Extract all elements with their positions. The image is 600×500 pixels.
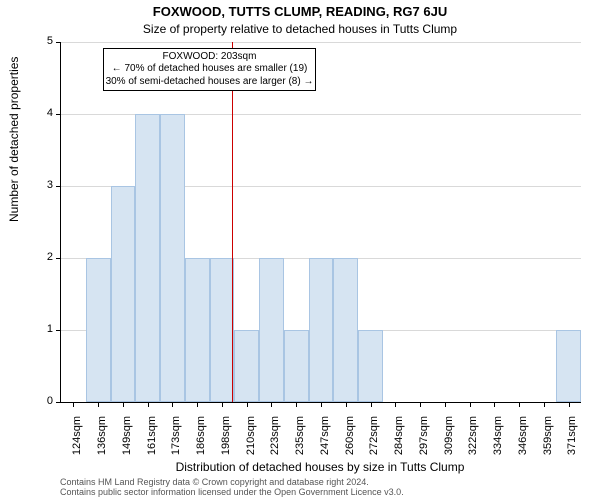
x-tick: [420, 402, 421, 407]
x-tick-label: 272sqm: [369, 416, 381, 455]
x-tick: [148, 402, 149, 407]
bar: [556, 330, 581, 402]
annot-line-1: FOXWOOD: 203sqm: [106, 51, 314, 64]
y-tick: [56, 42, 61, 43]
y-tick-label: 1: [47, 323, 53, 335]
x-tick: [98, 402, 99, 407]
y-tick-label: 4: [47, 107, 53, 119]
x-tick: [395, 402, 396, 407]
x-tick-label: 136sqm: [96, 416, 108, 455]
chart-title: FOXWOOD, TUTTS CLUMP, READING, RG7 6JU: [0, 4, 600, 19]
y-tick: [56, 258, 61, 259]
y-tick-label: 5: [47, 35, 53, 47]
bar: [210, 258, 235, 402]
y-tick: [56, 186, 61, 187]
annot-line-2: ← 70% of detached houses are smaller (19…: [106, 63, 314, 76]
x-tick-label: 173sqm: [170, 416, 182, 455]
x-tick: [519, 402, 520, 407]
footer-attribution: Contains HM Land Registry data © Crown c…: [60, 478, 404, 498]
x-tick: [346, 402, 347, 407]
bar: [234, 330, 259, 402]
plot-area: 012345124sqm136sqm149sqm161sqm173sqm186s…: [60, 42, 581, 403]
x-tick-label: 297sqm: [418, 416, 430, 455]
reference-line: [232, 42, 233, 402]
annot-line-3: 30% of semi-detached houses are larger (…: [106, 76, 314, 89]
x-tick: [494, 402, 495, 407]
x-tick-label: 161sqm: [146, 416, 158, 455]
x-tick: [73, 402, 74, 407]
y-tick: [56, 114, 61, 115]
x-tick-label: 186sqm: [195, 416, 207, 455]
y-tick-label: 2: [47, 251, 53, 263]
x-tick: [296, 402, 297, 407]
x-tick: [569, 402, 570, 407]
x-tick: [172, 402, 173, 407]
bar: [259, 258, 284, 402]
x-tick-label: 260sqm: [344, 416, 356, 455]
chart-container: FOXWOOD, TUTTS CLUMP, READING, RG7 6JU S…: [0, 0, 600, 500]
x-tick-label: 334sqm: [492, 416, 504, 455]
footer-line-2: Contains public sector information licen…: [60, 488, 404, 498]
x-tick-label: 223sqm: [269, 416, 281, 455]
x-axis-label: Distribution of detached houses by size …: [60, 460, 580, 474]
bar: [284, 330, 309, 402]
x-tick: [222, 402, 223, 407]
y-tick: [56, 330, 61, 331]
x-tick: [321, 402, 322, 407]
x-tick-label: 247sqm: [319, 416, 331, 455]
bar: [309, 258, 334, 402]
x-tick-label: 235sqm: [294, 416, 306, 455]
bar: [86, 258, 111, 402]
x-tick: [470, 402, 471, 407]
x-tick-label: 149sqm: [121, 416, 133, 455]
bar: [185, 258, 210, 402]
chart-subtitle: Size of property relative to detached ho…: [0, 22, 600, 36]
x-tick: [247, 402, 248, 407]
x-tick-label: 346sqm: [517, 416, 529, 455]
y-tick-label: 0: [47, 395, 53, 407]
bar: [160, 114, 185, 402]
x-tick: [445, 402, 446, 407]
bar: [135, 114, 160, 402]
y-axis-label: Number of detached properties: [7, 57, 21, 222]
bar: [333, 258, 358, 402]
annotation-box: FOXWOOD: 203sqm← 70% of detached houses …: [103, 48, 317, 92]
y-tick: [56, 402, 61, 403]
x-tick-label: 371sqm: [567, 416, 579, 455]
x-tick-label: 309sqm: [443, 416, 455, 455]
x-tick: [123, 402, 124, 407]
x-tick: [271, 402, 272, 407]
bar: [111, 186, 136, 402]
x-tick-label: 322sqm: [468, 416, 480, 455]
y-tick-label: 3: [47, 179, 53, 191]
x-tick-label: 124sqm: [71, 416, 83, 455]
x-tick-label: 284sqm: [393, 416, 405, 455]
gridline-h: [61, 42, 581, 43]
x-tick-label: 198sqm: [220, 416, 232, 455]
x-tick: [544, 402, 545, 407]
x-tick: [371, 402, 372, 407]
x-tick: [197, 402, 198, 407]
bar: [358, 330, 383, 402]
x-tick-label: 210sqm: [245, 416, 257, 455]
x-tick-label: 359sqm: [542, 416, 554, 455]
